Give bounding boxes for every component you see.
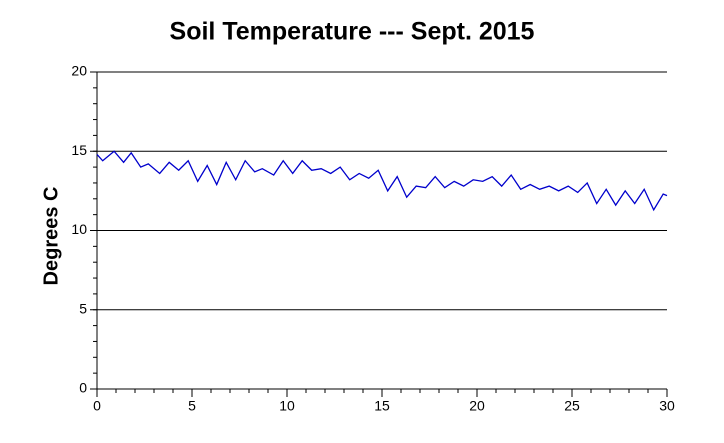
- y-tick-label: 20: [71, 63, 87, 79]
- x-tick-label: 5: [188, 398, 196, 414]
- y-tick-label: 15: [71, 142, 87, 158]
- x-tick-label: 10: [279, 398, 295, 414]
- x-tick-label: 15: [374, 398, 390, 414]
- y-tick-label: 0: [79, 380, 87, 396]
- x-tick-label: 0: [93, 398, 101, 414]
- x-tick-label: 25: [564, 398, 580, 414]
- chart-title: Soil Temperature --- Sept. 2015: [170, 18, 535, 46]
- x-tick-label: 30: [659, 398, 675, 414]
- data-line: [96, 150, 668, 212]
- x-tick-label: 20: [469, 398, 485, 414]
- y-tick-label: 10: [71, 221, 87, 237]
- y-tick-label: 5: [79, 300, 87, 316]
- y-axis-label: Degrees C: [40, 187, 62, 286]
